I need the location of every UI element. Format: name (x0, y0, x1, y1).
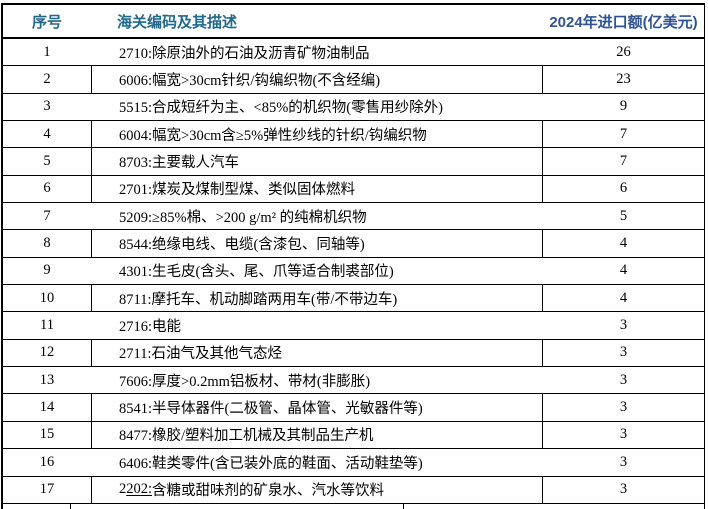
row-serial: 8 (43, 235, 51, 252)
row-desc: 2710:除原油外的石油及沥青矿物油制品 (119, 45, 370, 62)
row-value: 3 (619, 344, 628, 361)
row-divider-left (91, 230, 92, 257)
row-divider-left (91, 476, 92, 503)
table-row: 8 8544:绝缘电线、电缆(含漆包、同轴等) 4 (3, 230, 704, 258)
row-desc: 6406:鞋类零件(含已装外底的鞋面、活动鞋垫等) (119, 455, 423, 472)
row-serial: 11 (40, 317, 54, 334)
table-row: 3 5515:合成短纤为主、<85%的机织物(零售用纱除外) 9 (3, 94, 704, 122)
row-divider-right (542, 285, 543, 312)
row-value: 3 (619, 371, 628, 388)
table-row: 14 8541:半导体器件(二极管、晶体管、光敏器件等) 3 (3, 394, 704, 422)
row-desc: 8477:橡胶/塑料加工机械及其制品生产机 (119, 428, 374, 445)
row-serial: 14 (39, 399, 55, 416)
row-divider-left (91, 394, 92, 421)
table-row: 12 2711:石油气及其他气态烃 3 (3, 339, 704, 368)
customs-import-table: 序号 海关编码及其描述 2024年进口额(亿美元) 1 2710:除原油外的石油… (1, 3, 705, 509)
row-desc: 2701:煤炭及煤制型煤、类似固体燃料 (119, 182, 356, 199)
row-serial: 7 (43, 207, 51, 224)
row-value: 5 (619, 207, 628, 224)
row-desc: 5209:≥85%棉、>200 g/m² 的纯棉机织物 (119, 209, 367, 226)
row-serial: 15 (39, 426, 55, 443)
table-row: 6 2701:煤炭及煤制型煤、类似固体燃料 6 (3, 175, 704, 204)
row-desc: 8703:主要载人汽车 (119, 155, 240, 172)
row-serial: 3 (43, 98, 51, 115)
table-row: 2 6006:幅宽>30cm针织/钩编织物(不含经编) 23 (3, 66, 704, 94)
table-row: 4 6004:幅宽>30cm含≥5%弹性纱线的针织/钩编织物 7 (3, 121, 704, 149)
row-desc: 2 202: 含糖或甜味剂的矿泉水、汽水等饮料 (119, 481, 385, 500)
row-divider-right (542, 121, 543, 148)
row-value: 9 (619, 98, 628, 115)
row-desc: 8544:绝缘电线、电缆(含漆包、同轴等) (119, 237, 365, 254)
row-divider-right (542, 339, 543, 367)
row-desc: 6004:幅宽>30cm含≥5%弹性纱线的针织/钩编织物 (119, 127, 427, 144)
row-serial: 9 (43, 262, 51, 279)
row-value: 4 (619, 262, 628, 279)
table-row: 9 4301:生毛皮(含头、尾、爪等适合制裘部位) 4 (3, 258, 704, 286)
row-desc: 5515:合成短纤为主、<85%的机织物(零售用纱除外) (119, 100, 443, 117)
table-row: 15 8477:橡胶/塑料加工机械及其制品生产机 3 (3, 421, 704, 450)
row-value: 6 (619, 180, 628, 197)
row-desc: 4301:生毛皮(含头、尾、爪等适合制裘部位) (119, 264, 394, 281)
row-divider-left (91, 339, 92, 367)
table-row: 16 6406:鞋类零件(含已装外底的鞋面、活动鞋垫等) 3 (3, 449, 704, 477)
row-serial: 1 (43, 43, 51, 60)
row-divider-right (542, 175, 543, 203)
row-desc: 2711:石油气及其他气态烃 (119, 346, 282, 363)
row-divider-right (542, 230, 543, 257)
header-description: 海关编码及其描述 (117, 13, 238, 31)
row-divider-right (542, 476, 543, 503)
header-serial: 序号 (31, 13, 62, 31)
row-serial: 12 (39, 344, 55, 361)
row-serial: 2 (43, 71, 51, 88)
row-divider-right (542, 421, 543, 449)
partial-bottom-row (3, 503, 704, 509)
row-value: 7 (619, 153, 628, 170)
row-divider-right (542, 394, 543, 421)
table-header-row: 序号 海关编码及其描述 2024年进口额(亿美元) (3, 5, 704, 39)
row-desc: 6006:幅宽>30cm针织/钩编织物(不含经编) (119, 73, 381, 90)
row-divider-right (542, 148, 543, 175)
row-divider-left (91, 66, 92, 93)
header-import-value: 2024年进口额(亿美元) (549, 13, 698, 31)
row-desc: 8541:半导体器件(二极管、晶体管、光敏器件等) (119, 401, 423, 418)
row-value: 4 (619, 235, 628, 252)
row-serial: 4 (43, 125, 51, 142)
row-serial: 6 (43, 180, 51, 197)
row-divider-left (91, 148, 92, 175)
table-row: 10 8711:摩托车、机动脚踏两用车(带/不带边车) 4 (3, 285, 704, 313)
table-row: 11 2716:电能 3 (3, 312, 704, 340)
row-desc: 8711:摩托车、机动脚踏两用车(带/不带边车) (119, 291, 398, 308)
row-value: 3 (619, 317, 628, 334)
row-value: 4 (619, 289, 628, 306)
row-value: 3 (619, 481, 628, 498)
partial-row-divider-left (70, 503, 71, 509)
table-row: 1 2710:除原油外的石油及沥青矿物油制品 26 (3, 39, 704, 67)
partial-row-divider-right (403, 503, 404, 509)
row-divider-right (542, 66, 543, 93)
row-serial: 10 (39, 289, 55, 306)
row-divider-left (91, 175, 92, 203)
row-serial: 13 (39, 371, 55, 388)
table-row: 13 7606:厚度>0.2mm铝板材、带材(非膨胀) 3 (3, 367, 704, 395)
row-divider-left (91, 285, 92, 312)
row-value: 3 (619, 453, 628, 470)
table-row: 17 2 202: 含糖或甜味剂的矿泉水、汽水等饮料 3 (3, 476, 704, 504)
row-desc: 2716:电能 (119, 319, 182, 336)
row-desc: 7606:厚度>0.2mm铝板材、带材(非膨胀) (119, 373, 371, 390)
row-value: 3 (619, 426, 628, 443)
row-divider-left (91, 121, 92, 148)
row-value: 26 (616, 43, 631, 60)
row-value: 3 (619, 399, 628, 416)
row-value: 23 (616, 71, 631, 88)
table-row: 5 8703:主要载人汽车 7 (3, 148, 704, 176)
row-serial: 16 (39, 453, 55, 470)
row-divider-left (91, 421, 92, 449)
row-value: 7 (619, 125, 628, 142)
row-serial: 5 (43, 153, 51, 170)
table-row: 7 5209:≥85%棉、>200 g/m² 的纯棉机织物 5 (3, 203, 704, 231)
row-serial: 17 (39, 481, 55, 498)
